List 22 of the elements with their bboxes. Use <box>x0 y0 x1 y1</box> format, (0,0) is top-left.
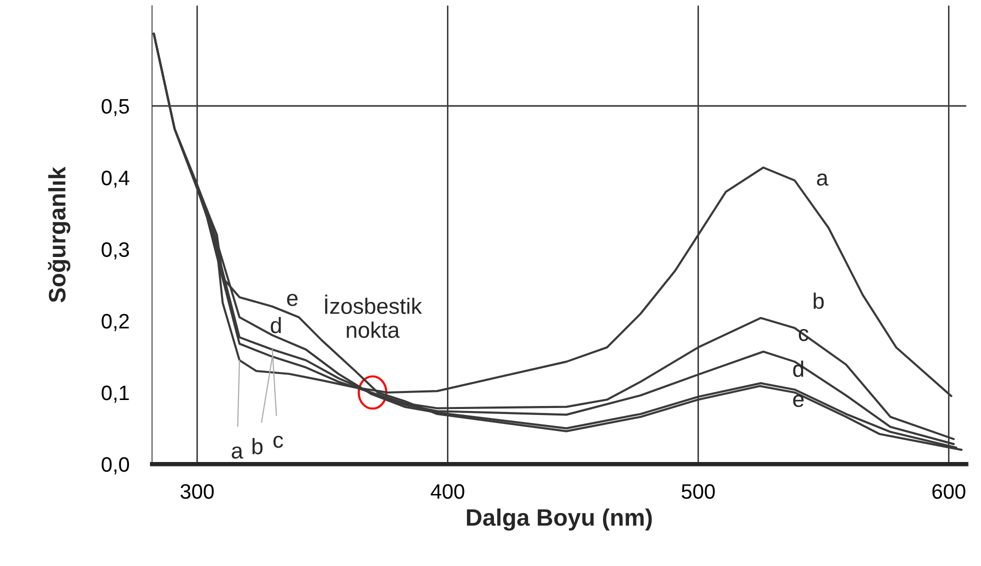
annotation: d <box>270 316 281 334</box>
y-tick-label: 0,2 <box>102 314 129 332</box>
annotation: e <box>793 394 804 408</box>
y-tick-label: 0,3 <box>102 242 129 260</box>
annotation: e <box>287 294 298 306</box>
annotation: b <box>814 292 824 309</box>
x-tick-label: 300 <box>180 484 214 499</box>
x-tick-label: 400 <box>430 484 464 499</box>
annotation: a <box>232 446 244 459</box>
x-tick-label: 500 <box>682 484 715 499</box>
y-tick-label: 0,5 <box>102 98 129 116</box>
annotation: a <box>816 174 828 186</box>
y-axis-title: Soğurganlık <box>48 166 70 302</box>
annotation: c <box>273 436 284 448</box>
y-tick-label: 0,4 <box>102 170 130 188</box>
y-tick-label: 0,1 <box>102 385 129 403</box>
x-axis-title: Dalga Boyu (nm) <box>466 508 652 531</box>
y-tick-label: 0,0 <box>102 457 130 474</box>
annotation: d <box>793 360 804 377</box>
annotation: İzosbestik nokta <box>325 294 422 338</box>
annotation: b <box>252 438 263 454</box>
x-tick-label: 600 <box>932 484 966 499</box>
